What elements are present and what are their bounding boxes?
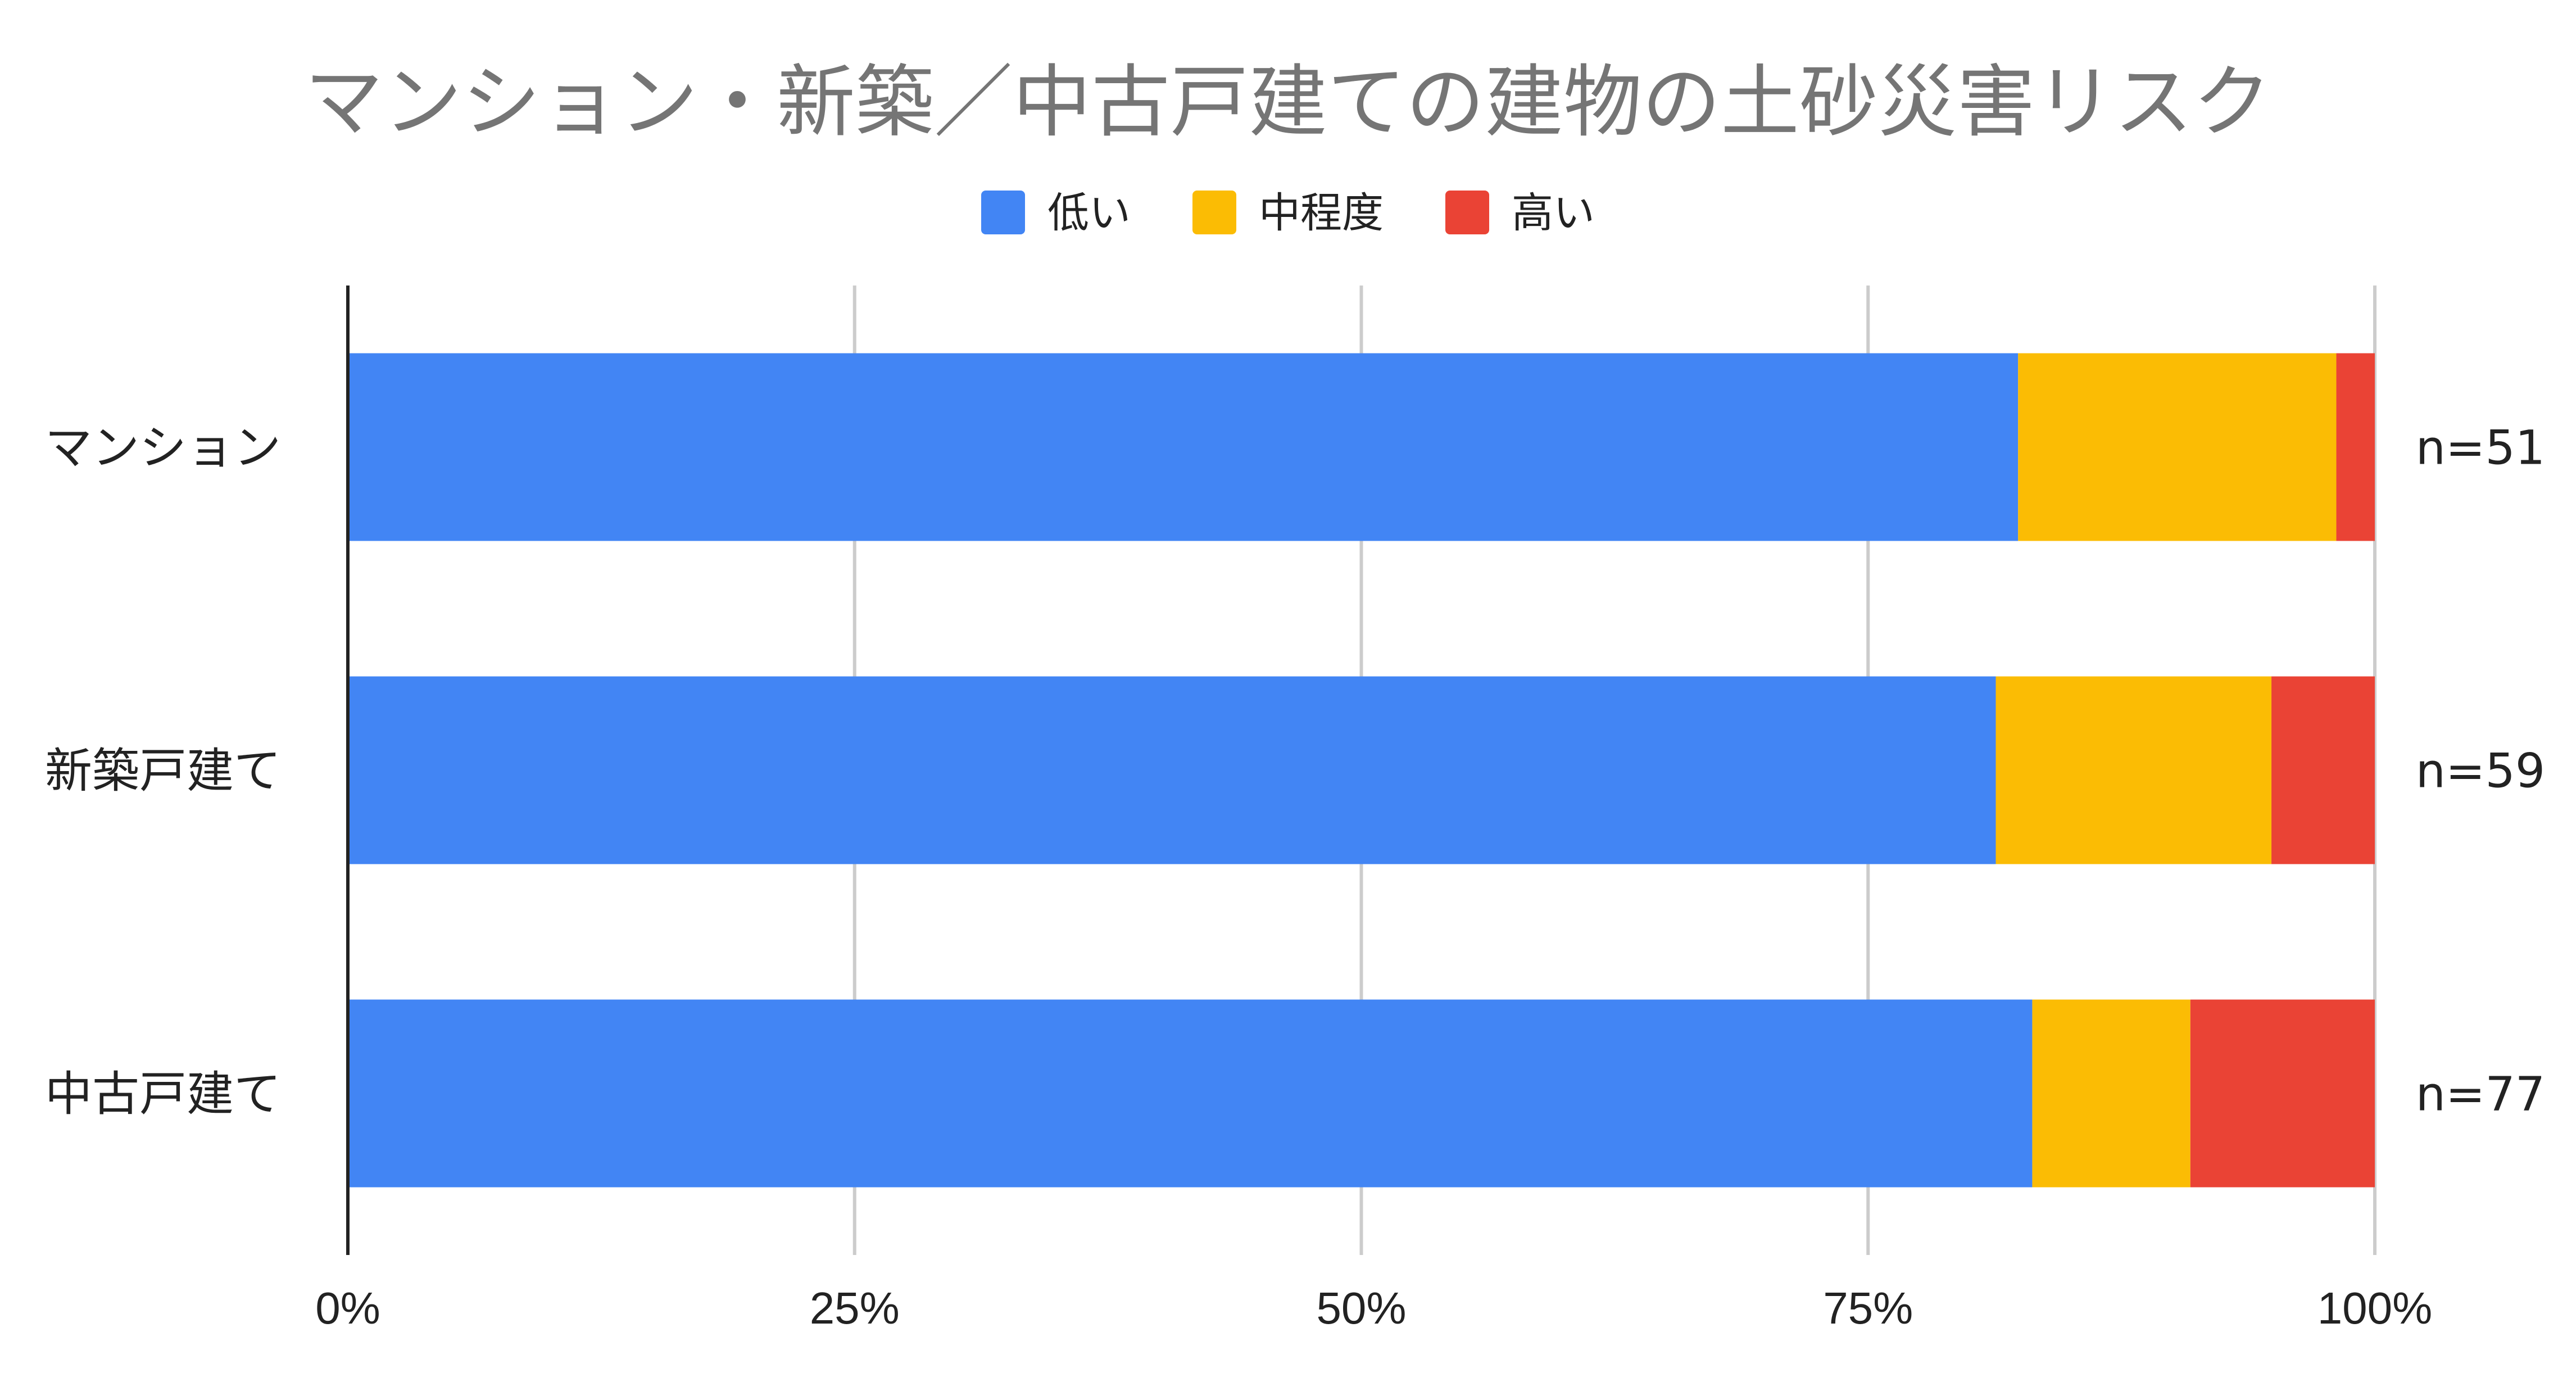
bar-segment (2018, 353, 2337, 541)
legend-label: 低い (1047, 189, 1131, 237)
bar-segment (2336, 353, 2375, 541)
x-tick-label: 0% (315, 1283, 380, 1333)
category-label: 新築戸建て (45, 744, 281, 799)
legend: 低い 中程度 高い (981, 189, 1595, 237)
x-axis-tick-labels: 0% 25% 50% 75% 100% (315, 1283, 2432, 1333)
x-tick-label: 50% (1316, 1283, 1406, 1333)
sample-size-label: n=77 (2416, 1067, 2546, 1122)
x-tick-label: 25% (810, 1283, 900, 1333)
legend-label: 高い (1512, 189, 1595, 237)
legend-swatch (1445, 191, 1489, 234)
bar-segment (348, 676, 1996, 864)
sample-size-label: n=59 (2416, 744, 2546, 799)
bar-segment (348, 353, 2019, 541)
bars (348, 353, 2375, 1188)
legend-label: 中程度 (1259, 189, 1384, 237)
legend-swatch (981, 191, 1025, 234)
x-tick-label: 100% (2318, 1283, 2433, 1333)
category-label: 中古戸建て (45, 1067, 281, 1122)
bar-segment (2271, 676, 2375, 864)
category-label: マンション (45, 420, 281, 475)
sample-size-label: n=51 (2416, 420, 2546, 475)
chart-title: マンション・新築／中古戸建ての建物の土砂災害リスク (305, 57, 2271, 148)
bar-segment (2032, 999, 2190, 1188)
bar-segment (2190, 999, 2375, 1188)
bar-segment (348, 999, 2033, 1188)
x-tick-label: 75% (1823, 1283, 1913, 1333)
bar-segment (1996, 676, 2272, 864)
sample-size-labels: n=51 n=59 n=77 (2416, 420, 2546, 1122)
legend-swatch (1192, 191, 1236, 234)
